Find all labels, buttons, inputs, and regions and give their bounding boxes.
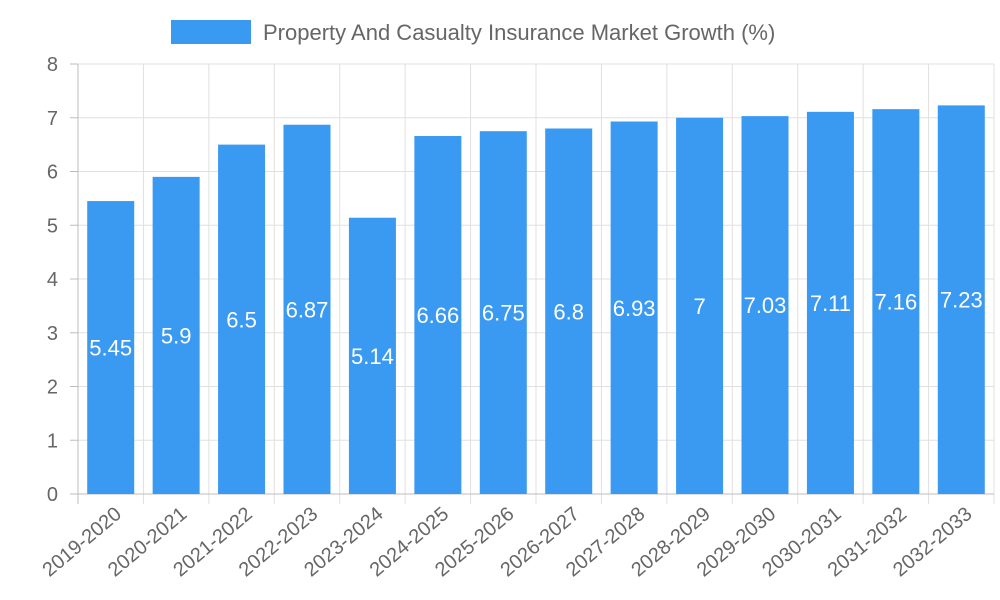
y-tick-label: 3 xyxy=(47,323,58,345)
bar[interactable] xyxy=(479,131,527,494)
y-tick-label: 2 xyxy=(47,377,58,399)
bar-value-label: 6.5 xyxy=(226,307,257,332)
bar-value-label: 7.11 xyxy=(810,291,851,316)
y-tick-label: 6 xyxy=(47,162,58,184)
bar-value-label: 6.66 xyxy=(416,303,459,328)
bar[interactable] xyxy=(806,111,854,495)
bar[interactable] xyxy=(348,217,396,494)
x-axis-ticks: 2019-20202020-20212021-20222022-20232023… xyxy=(39,503,977,581)
y-tick-label: 7 xyxy=(47,108,58,130)
bars: 5.45 5.9 6.5 6.87 5.14 6.66 6.75 6.8 6.93 7 7.03 7.… xyxy=(87,105,985,495)
legend-swatch xyxy=(171,20,251,44)
bar[interactable] xyxy=(218,144,266,494)
legend-label: Property And Casualty Insurance Market G… xyxy=(263,20,775,45)
bar[interactable] xyxy=(152,176,200,494)
bar[interactable] xyxy=(414,136,462,494)
bar-value-label: 7.03 xyxy=(744,293,787,318)
bar-value-label: 7 xyxy=(693,294,705,319)
bar-value-label: 5.9 xyxy=(161,323,192,348)
bar-value-label: 5.14 xyxy=(351,344,394,369)
y-tick-label: 8 xyxy=(47,54,58,76)
bar[interactable] xyxy=(937,105,985,494)
bar-value-label: 7.23 xyxy=(940,288,983,313)
bar[interactable] xyxy=(610,121,658,494)
bar[interactable] xyxy=(283,124,331,495)
bar-value-label: 5.45 xyxy=(89,336,132,361)
bar[interactable] xyxy=(545,128,593,495)
y-tick-label: 0 xyxy=(47,484,58,506)
y-tick-label: 1 xyxy=(47,430,58,452)
chart-legend[interactable]: Property And Casualty Insurance Market G… xyxy=(171,20,775,45)
y-tick-label: 4 xyxy=(47,269,58,291)
bar[interactable] xyxy=(87,201,135,494)
bar-value-label: 6.75 xyxy=(482,301,525,326)
bar-value-label: 6.87 xyxy=(286,297,329,322)
bar[interactable] xyxy=(741,116,789,494)
chart-grid xyxy=(78,63,995,504)
bar-value-label: 7.16 xyxy=(874,290,917,315)
bar[interactable] xyxy=(872,109,920,495)
bar[interactable] xyxy=(676,117,724,494)
y-tick-label: 5 xyxy=(47,215,58,237)
bar-value-label: 6.93 xyxy=(613,296,656,321)
y-axis-ticks: 0 1 2 3 4 5 6 7 8 xyxy=(47,54,78,506)
bar-value-label: 6.8 xyxy=(553,299,584,324)
